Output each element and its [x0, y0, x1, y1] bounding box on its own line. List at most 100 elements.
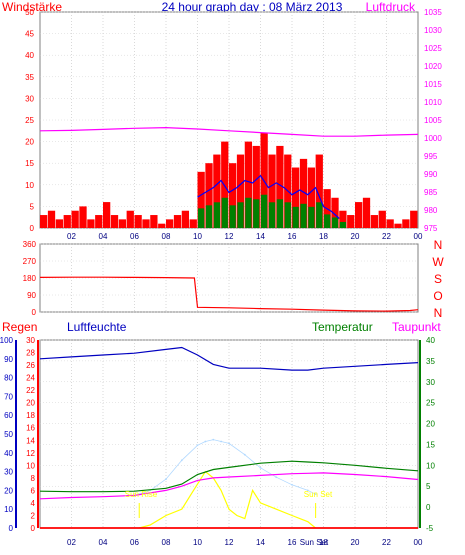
pressure-tick-label: 985	[424, 188, 438, 197]
x-tick-label: 16	[288, 538, 297, 547]
humidity-tick-label: 60	[4, 411, 13, 420]
wind-tick-label: 0	[30, 224, 35, 233]
dewpoint-label: Taupunkt	[392, 320, 441, 334]
humidity-label: Luftfeuchte	[67, 320, 127, 334]
gust-bar	[308, 206, 315, 228]
temperature-tick-label: 5	[426, 482, 431, 491]
wind-tick-label: 20	[25, 138, 34, 147]
rain-tick-label: 28	[26, 349, 35, 358]
humidity-tick-label: 40	[4, 449, 13, 458]
humidity-tick-label: 90	[4, 355, 13, 364]
x-tick-label: 02	[67, 538, 76, 547]
wind-tick-label: 35	[25, 73, 34, 82]
rain-tick-label: 0	[31, 524, 36, 533]
rain-tick-label: 26	[26, 361, 35, 370]
direction-tick-label: 270	[23, 257, 37, 266]
wind-bar	[229, 163, 237, 228]
temperature-label: Temperatur	[312, 320, 373, 334]
temperature-tick-label: 15	[426, 440, 435, 449]
temperature-tick-label: 25	[426, 399, 435, 408]
wind-bar	[150, 215, 158, 228]
rain-tick-label: 2	[31, 511, 36, 520]
wind-bar	[71, 210, 79, 228]
rain-tick-label: 16	[26, 424, 35, 433]
gust-bar	[213, 202, 221, 228]
humidity-tick-label: 10	[4, 505, 13, 514]
compass-label: W	[432, 255, 444, 269]
x-tick-label: 20	[351, 538, 360, 547]
x-tick-label: 10	[193, 232, 202, 241]
rain-tick-label: 10	[26, 461, 35, 470]
wind-bar	[103, 202, 111, 228]
wind-bar	[299, 158, 308, 228]
compass-label: O	[433, 289, 442, 303]
wind-bar	[347, 215, 355, 228]
wind-bar	[402, 219, 410, 228]
x-tick-label: 00	[414, 232, 423, 241]
wind-bar	[339, 210, 347, 228]
rain-tick-label: 18	[26, 411, 35, 420]
gust-bar	[268, 202, 276, 228]
wind-bar	[276, 145, 284, 228]
temperature-tick-label: 30	[426, 378, 435, 387]
wind-label: Windstärke	[2, 0, 62, 14]
humidity-tick-label: 70	[4, 392, 13, 401]
direction-tick-label: 180	[23, 274, 37, 283]
wind-bar	[63, 215, 71, 228]
wind-bar	[378, 210, 386, 228]
x-tick-label: 18	[319, 538, 328, 547]
pressure-label: Luftdruck	[366, 0, 416, 14]
gust-bar	[324, 214, 331, 228]
wind-tick-label: 50	[25, 8, 34, 17]
wind-bar	[394, 223, 402, 228]
wind-bar	[126, 210, 134, 228]
humidity-tick-label: 0	[9, 524, 14, 533]
gust-bar	[237, 202, 244, 228]
pressure-line	[39, 126, 419, 137]
rain-tick-label: 30	[26, 336, 35, 345]
humidity-line	[39, 346, 419, 371]
wind-bar	[118, 219, 127, 228]
panel1-x-ticks: 02 04 06 08 10 12 14 16 18 20 22 00	[67, 232, 423, 241]
pressure-tick-label: 1035	[424, 8, 442, 17]
wind-bar	[95, 215, 103, 228]
pressure-tick-label: 1030	[424, 26, 442, 35]
wind-bar	[173, 215, 182, 228]
wind-tick-label: 30	[25, 94, 34, 103]
panel1-lines	[39, 126, 419, 219]
direction-line	[39, 276, 419, 312]
wind-bar	[331, 197, 339, 228]
rain-tick-label: 14	[26, 436, 35, 445]
humidity-tick-label: 30	[4, 468, 13, 477]
x-tick-label: 10	[193, 538, 202, 547]
wind-bar	[362, 197, 371, 228]
rain-tick-label: 20	[26, 399, 35, 408]
wind-tick-label: 15	[25, 159, 34, 168]
x-tick-label: 16	[288, 232, 297, 241]
gust-bar	[300, 203, 307, 228]
pressure-axis-ticks: 1035 1030 1025 1020 1015 1010 1005 1000 995 990 98…	[424, 8, 442, 233]
temperature-tick-label: 20	[426, 420, 435, 429]
humidity-tick-label: 50	[4, 430, 13, 439]
pressure-tick-label: 995	[424, 152, 438, 161]
panel3-x-ticks: 02 04 06 08 10 12 14 16 18 20 22 00	[67, 538, 423, 547]
humidity-tick-label: 80	[4, 374, 13, 383]
rain-tick-label: 12	[26, 449, 35, 458]
wind-direction-line	[39, 276, 419, 312]
x-tick-label: 00	[414, 538, 423, 547]
gust-bar	[292, 206, 299, 228]
wind-bar	[386, 219, 394, 228]
wind-bar	[410, 210, 418, 228]
wind-bar	[370, 215, 379, 228]
wind-bar	[315, 154, 323, 228]
temperature-tick-label: 10	[426, 461, 435, 470]
pressure-tick-label: 990	[424, 170, 438, 179]
pressure-tick-label: 1025	[424, 44, 442, 53]
x-tick-label: 06	[130, 538, 139, 547]
sun-set-bottom-label: Sun Set	[300, 538, 329, 547]
wind-bar	[252, 145, 260, 228]
wind-bar	[307, 167, 316, 228]
rain-tick-label: 8	[31, 474, 36, 483]
